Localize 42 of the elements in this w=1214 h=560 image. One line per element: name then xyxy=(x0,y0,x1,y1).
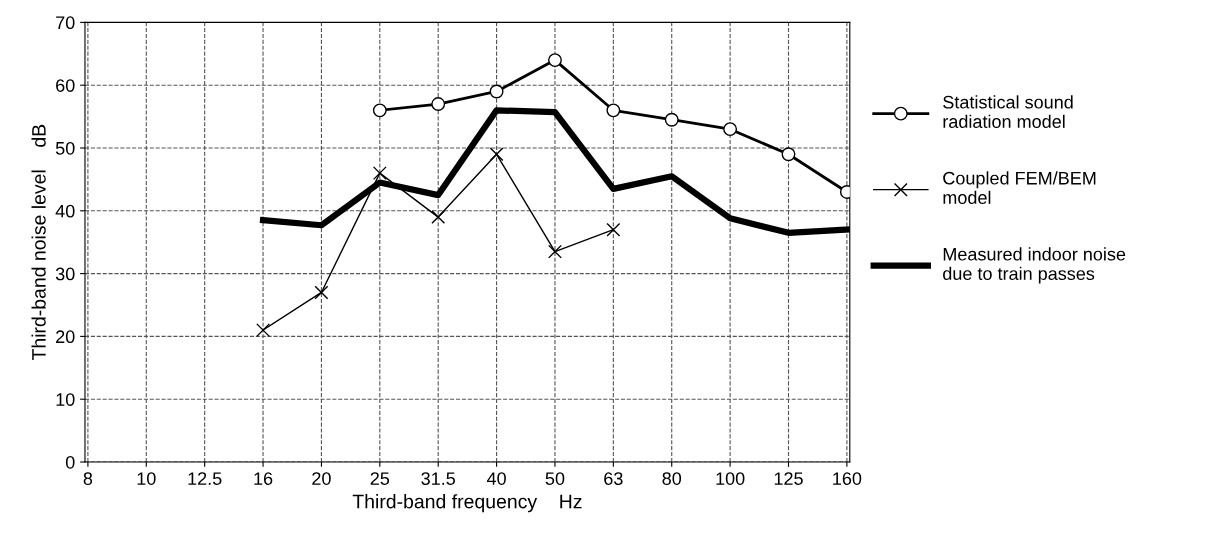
x-tick-label: 8 xyxy=(83,472,93,485)
x-tick-label: 10 xyxy=(137,472,156,485)
y-tick-label: 50 xyxy=(55,141,75,155)
x-tick-label: 63 xyxy=(604,472,623,485)
point xyxy=(314,285,329,300)
legend-label: Measured indoor noise due to train passes xyxy=(943,247,1126,284)
point xyxy=(372,103,387,118)
x-tick-label: 160 xyxy=(833,472,862,485)
x-tick-label: 20 xyxy=(312,472,331,485)
x-tick-label: 100 xyxy=(716,472,745,485)
point xyxy=(489,84,504,99)
point xyxy=(431,97,446,111)
x-tick-label: 31.5 xyxy=(421,472,456,485)
point xyxy=(606,103,621,118)
point xyxy=(781,147,796,162)
x-tick-label: 80 xyxy=(662,472,682,485)
point xyxy=(548,244,562,259)
y-axis-title: Third-band noise level dB xyxy=(31,124,46,361)
point xyxy=(606,222,621,237)
point xyxy=(664,112,679,127)
legend-label: Statistical sound radiation model xyxy=(943,95,1073,129)
point xyxy=(431,210,446,225)
point xyxy=(256,323,270,338)
y-tick-label: 70 xyxy=(56,16,75,30)
point xyxy=(489,147,504,162)
legend-label: Coupled FEM/BEM model xyxy=(943,171,1096,205)
point xyxy=(372,166,387,181)
y-tick-label: 30 xyxy=(55,267,75,281)
y-tick-label: 0 xyxy=(65,455,75,469)
y-tick-label: 40 xyxy=(55,204,75,218)
y-tick-label: 60 xyxy=(56,79,75,92)
x-tick-label: 40 xyxy=(486,472,506,485)
x-tick-label: 12.5 xyxy=(188,472,222,485)
x-tick-label: 16 xyxy=(254,472,273,485)
x-tick-label: 25 xyxy=(370,472,390,485)
point xyxy=(723,122,738,137)
point xyxy=(548,53,562,68)
x-tick-label: 125 xyxy=(774,472,803,485)
y-tick-label: 20 xyxy=(56,330,75,344)
x-tick-label: 50 xyxy=(545,472,565,485)
x-axis-title: Third-band frequency Hz xyxy=(352,494,582,513)
y-tick-label: 10 xyxy=(56,393,75,406)
